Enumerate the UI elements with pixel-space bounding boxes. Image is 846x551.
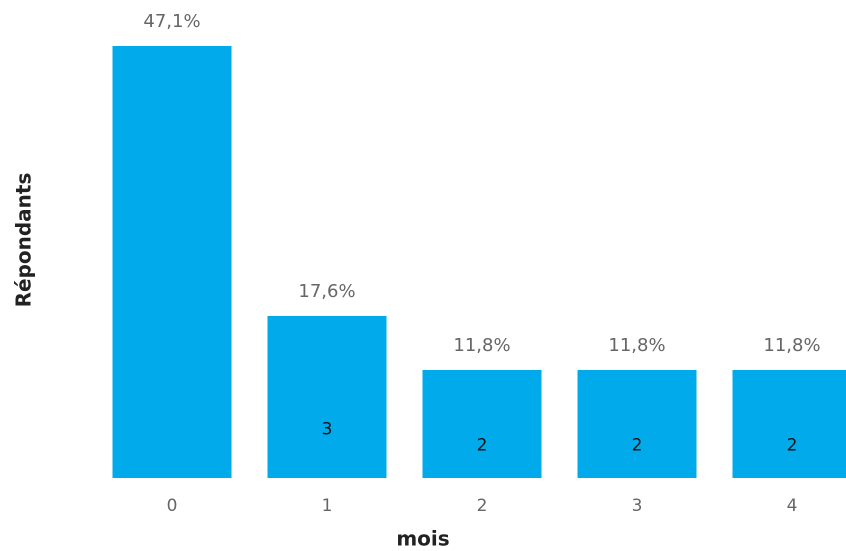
percentage-label: 11,8% xyxy=(608,335,665,356)
x-tick-label: 3 xyxy=(632,496,643,516)
bar xyxy=(112,46,232,478)
percentage-label: 11,8% xyxy=(453,335,510,356)
x-tick-label: 2 xyxy=(477,496,488,516)
x-tick-label: 0 xyxy=(167,496,178,516)
value-label: 2 xyxy=(632,436,643,456)
bar xyxy=(732,370,846,478)
x-tick-label: 1 xyxy=(322,496,333,516)
x-axis-title: mois xyxy=(396,527,449,551)
x-tick-label: 4 xyxy=(787,496,798,516)
percentage-label: 47,1% xyxy=(143,11,200,32)
bar xyxy=(267,316,387,478)
value-label: 2 xyxy=(477,436,488,456)
bar xyxy=(577,370,697,478)
value-label: 2 xyxy=(787,436,798,456)
percentage-label: 11,8% xyxy=(763,335,820,356)
value-label: 3 xyxy=(322,419,333,439)
percentage-label: 17,6% xyxy=(298,281,355,302)
y-axis-title: Répondants xyxy=(12,173,36,308)
bar xyxy=(422,370,542,478)
